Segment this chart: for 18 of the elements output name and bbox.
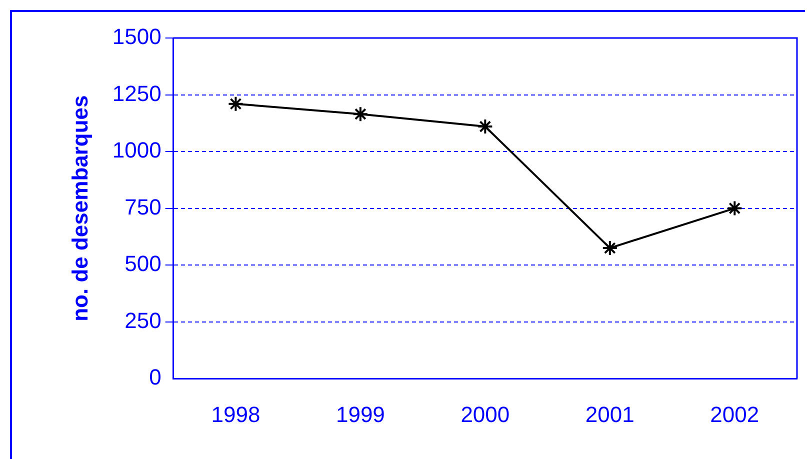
y-tick-label: 500 (124, 251, 162, 276)
y-tick-label: 0 (149, 364, 162, 390)
point (602, 240, 618, 256)
point (477, 118, 494, 135)
point (726, 200, 743, 216)
y-tick-label: 1000 (112, 138, 162, 163)
y-tick-label: 1500 (112, 24, 162, 50)
y-tick-label: 1250 (112, 80, 162, 106)
point (228, 96, 244, 112)
y-tick-label: 250 (124, 308, 162, 333)
point (352, 106, 368, 122)
y-tick-label: 750 (124, 194, 162, 220)
x-tick-label: 2000 (460, 402, 510, 427)
x-tick-label: 2002 (710, 402, 760, 427)
x-tick-label: 1999 (336, 402, 385, 427)
x-tick-label: 2001 (585, 402, 634, 427)
y-axis-title: no. de desembarques (67, 95, 92, 322)
x-tick-label: 1998 (211, 402, 260, 427)
